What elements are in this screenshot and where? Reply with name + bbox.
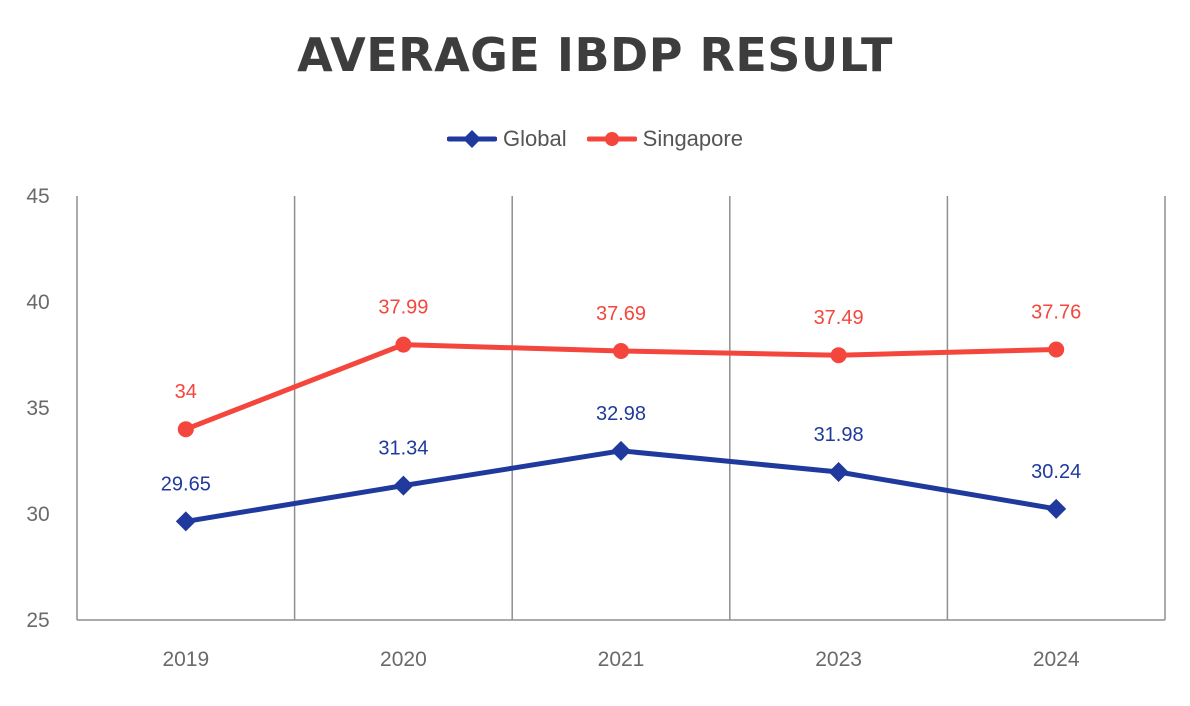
x-tick-label: 2023 — [815, 648, 862, 671]
data-label-singapore: 34 — [175, 381, 197, 403]
data-point-singapore — [395, 336, 412, 353]
data-label-singapore: 37.99 — [378, 297, 428, 319]
legend-label-singapore: Singapore — [642, 126, 743, 151]
data-point-global — [175, 511, 196, 532]
data-point-global — [828, 462, 849, 483]
data-label-global: 29.65 — [161, 473, 211, 495]
data-point-singapore — [830, 347, 847, 364]
y-tick-label: 40 — [26, 291, 49, 314]
legend-swatch-singapore — [586, 132, 637, 146]
data-point-singapore — [613, 342, 629, 359]
x-tick-label: 2019 — [162, 648, 209, 671]
legend-label-global: Global — [503, 126, 567, 151]
legend-item-global: Global — [447, 126, 567, 152]
chart-title: AVERAGE IBDP RESULT — [297, 28, 893, 82]
data-label-global: 30.24 — [1031, 461, 1081, 483]
y-tick-label: 30 — [26, 503, 49, 526]
data-point-global — [1046, 498, 1067, 519]
y-tick-label: 25 — [26, 609, 49, 632]
x-tick-label: 2021 — [598, 648, 645, 671]
legend-item-singapore: Singapore — [586, 126, 743, 152]
y-tick-label: 35 — [26, 397, 49, 420]
data-label-singapore: 37.69 — [596, 303, 646, 325]
x-tick-label: 2024 — [1033, 648, 1080, 671]
data-point-global — [611, 440, 631, 461]
data-label-singapore: 37.76 — [1031, 301, 1081, 323]
series-line-global — [183, 448, 1059, 524]
data-label-global: 32.98 — [596, 403, 646, 425]
y-tick-label: 45 — [26, 185, 49, 208]
data-label-singapore: 37.49 — [814, 307, 864, 329]
data-point-singapore — [1048, 341, 1065, 358]
data-point-global — [393, 475, 414, 496]
data-point-singapore — [177, 421, 194, 438]
x-tick-label: 2020 — [380, 648, 427, 671]
data-label-global: 31.34 — [378, 438, 428, 460]
data-label-global: 31.98 — [814, 424, 864, 446]
legend-swatch-global — [447, 130, 498, 148]
legend: Global Singapore — [0, 126, 1190, 152]
